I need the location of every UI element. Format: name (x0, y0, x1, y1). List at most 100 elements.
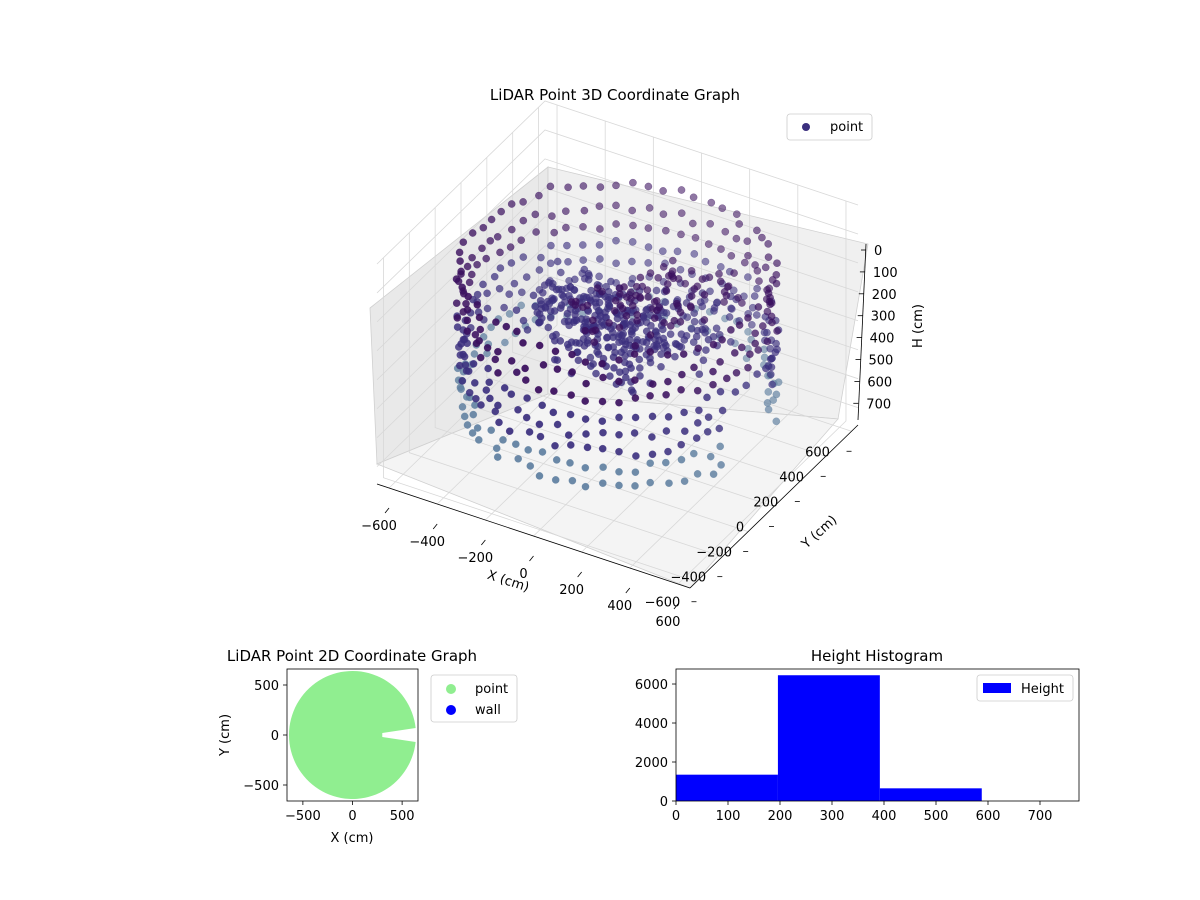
point-3d (718, 204, 727, 213)
point-3d (553, 365, 562, 374)
point-3d (622, 293, 631, 301)
point-3d (646, 391, 654, 400)
point-3d (478, 244, 486, 253)
point-3d (455, 361, 464, 370)
point-3d (619, 330, 628, 338)
legend-histogram-label: Height (1021, 682, 1064, 697)
z-tick-label-3d: 700 (866, 397, 891, 412)
point-3d (580, 206, 589, 215)
point-3d (487, 323, 495, 332)
point-3d (716, 442, 725, 451)
legend-2d-marker-wall (446, 705, 456, 715)
x-tick-label-3d: 400 (607, 599, 632, 614)
point-3d (773, 259, 781, 268)
point-3d (750, 292, 759, 300)
point-3d (596, 183, 605, 191)
point-3d (500, 384, 509, 392)
point-3d (522, 273, 531, 281)
point-3d (469, 410, 478, 419)
point-3d (536, 432, 545, 441)
point-3d (453, 314, 462, 322)
x-tick-label-histogram: 400 (872, 809, 897, 824)
point-3d (501, 338, 509, 347)
point-3d (645, 204, 654, 212)
ticks-histogram: 0 100 200 300 400 500 600 700 0 2000 4000 6000 (635, 678, 1053, 824)
x-tick-3d (625, 587, 631, 594)
point-3d (547, 241, 555, 250)
point-3d (534, 385, 543, 394)
point-3d (699, 356, 708, 365)
point-3d (566, 441, 575, 449)
point-3d (456, 257, 464, 265)
grid-line-y (538, 107, 852, 432)
point-3d (660, 319, 668, 327)
point-3d (568, 368, 577, 376)
point-3d (677, 385, 685, 394)
point-3d (457, 267, 465, 276)
point-3d (464, 292, 473, 301)
point-3d (712, 324, 721, 333)
point-3d (772, 417, 781, 426)
point-3d (628, 206, 637, 215)
point-3d (772, 339, 780, 348)
point-3d (676, 318, 685, 326)
legend-histogram-swatch (983, 683, 1011, 693)
point-3d (566, 459, 574, 467)
point-3d (507, 200, 516, 208)
point-3d (628, 257, 636, 266)
point-3d (715, 270, 723, 278)
point-3d (595, 272, 603, 281)
point-3d (535, 318, 543, 327)
point-3d (668, 256, 677, 265)
point-3d (766, 370, 775, 379)
point-3d (521, 364, 529, 373)
point-3d (505, 310, 514, 318)
x-tick-label-histogram: 100 (716, 809, 741, 824)
point-3d (662, 390, 670, 399)
point-3d (765, 297, 774, 306)
point-3d (661, 226, 670, 235)
x-tick-label-histogram: 200 (768, 809, 793, 824)
point-3d (468, 229, 477, 237)
point-3d (705, 273, 714, 282)
point-3d (590, 338, 599, 347)
point-3d (598, 397, 607, 406)
point-3d (582, 379, 590, 388)
point-3d (452, 299, 461, 308)
point-3d (502, 322, 511, 331)
point-3d (551, 441, 559, 450)
point-3d (700, 316, 709, 324)
point-3d (715, 424, 724, 433)
point-3d (742, 381, 751, 390)
point-3d (726, 338, 735, 346)
point-3d (598, 444, 607, 453)
point-3d (469, 359, 478, 368)
point-3d (594, 350, 603, 359)
point-3d (563, 241, 571, 250)
point-3d (727, 304, 735, 313)
point-3d (764, 289, 773, 298)
point-3d (631, 482, 639, 490)
point-3d (535, 310, 544, 319)
point-3d (747, 320, 756, 329)
point-3d (717, 461, 725, 469)
point-3d (646, 331, 655, 339)
point-3d (473, 300, 482, 309)
point-3d (677, 209, 686, 218)
point-3d (566, 410, 575, 419)
point-3d (664, 447, 672, 456)
x-tick-3d (481, 539, 486, 546)
x-tick-label-3d: −600 (361, 519, 397, 534)
point-3d (549, 408, 558, 417)
point-3d (724, 282, 733, 291)
point-3d (662, 341, 670, 350)
point-3d (716, 277, 725, 286)
grid-line-z (376, 129, 859, 294)
point-3d (690, 363, 698, 372)
x-tick-label-histogram: 600 (976, 809, 1001, 824)
point-3d (763, 328, 771, 337)
point-3d (738, 299, 746, 307)
point-3d (720, 298, 728, 306)
point-3d (581, 415, 590, 423)
point-3d (686, 302, 695, 311)
